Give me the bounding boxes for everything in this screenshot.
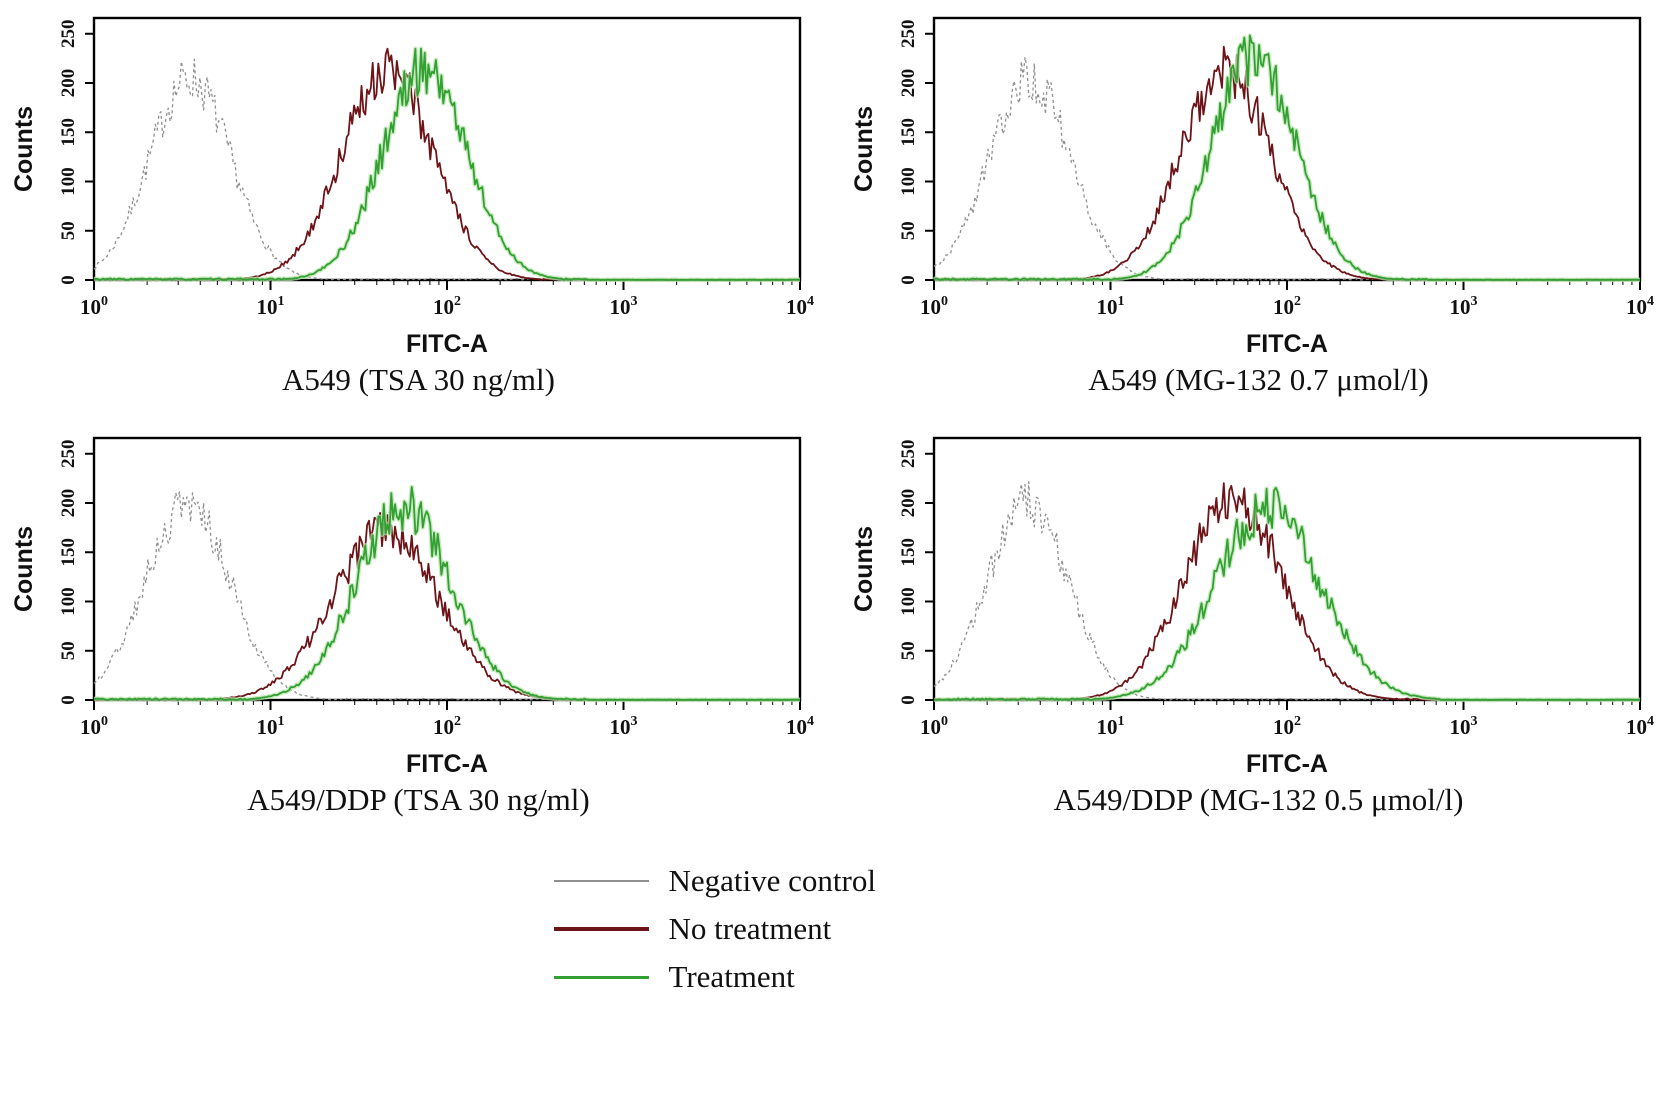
panel-title: A549/DDP (TSA 30 ng/ml)	[247, 782, 590, 817]
legend-line-negative-control	[553, 880, 649, 883]
y-axis-title: Counts	[14, 106, 38, 192]
y-axis-tick-label: 200	[57, 489, 78, 518]
histogram-plot: 100 101 102 103 104 0 50 100 150 200 250 Counts FITC…	[14, 16, 814, 358]
series-glow-2	[932, 33, 1640, 283]
histogram-a549-mg132: 100 101 102 103 104 0 50 100 150 200 250 Counts FITC…	[854, 4, 1664, 360]
x-axis-title: FITC-A	[1246, 330, 1328, 358]
panel-a549-tsa: 100 101 102 103 104 0 50 100 150 200 250 Counts FITC…	[14, 4, 824, 398]
y-axis-title: Counts	[854, 526, 878, 612]
panel-grid: 100 101 102 103 104 0 50 100 150 200 250 Counts FITC…	[0, 4, 1677, 818]
y-axis-tick-label: 250	[898, 440, 919, 469]
y-axis-tick-label: 100	[898, 587, 919, 616]
panel-a549ddp-mg132: 100 101 102 103 104 0 50 100 150 200 250 Counts FITC…	[854, 424, 1664, 818]
series-glow-2	[93, 484, 800, 703]
y-axis-tick-label: 150	[58, 118, 79, 147]
series-curve-treatment	[93, 47, 800, 281]
legend-item-negative-control: Negative control	[553, 863, 1014, 898]
x-axis-tick-label: 103	[609, 714, 637, 739]
x-axis-tick-label: 102	[1273, 294, 1301, 319]
y-axis-tick-label: 200	[898, 69, 919, 98]
series-curve-treatment	[933, 486, 1640, 701]
series-curve-negative-control	[93, 58, 800, 281]
histogram-plot: 100 101 102 103 104 0 50 100 150 200 250 Counts FITC…	[14, 436, 814, 778]
legend-label: Negative control	[668, 863, 876, 898]
plot-frame	[92, 16, 801, 282]
series-curve-no-treatment	[93, 512, 800, 701]
x-axis-tick-label: 101	[1096, 714, 1124, 739]
legend: Negative control No treatment Treatment	[553, 863, 1014, 995]
panel-a549ddp-tsa: 100 101 102 103 104 0 50 100 150 200 250 Counts FITC…	[14, 424, 824, 818]
histogram-a549ddp-tsa: 100 101 102 103 104 0 50 100 150 200 250 Counts FITC…	[14, 424, 824, 780]
series-curve-treatment	[932, 34, 1640, 281]
histogram-plot: 100 101 102 103 104 0 50 100 150 200 250 Counts FITC…	[854, 436, 1654, 778]
x-axis-tick-label: 100	[80, 714, 108, 739]
y-axis-tick-label: 0	[898, 275, 919, 285]
y-axis-tick-label: 50	[898, 641, 919, 660]
panel-a549-mg132: 100 101 102 103 104 0 50 100 150 200 250 Counts FITC…	[854, 4, 1664, 398]
x-axis-title: FITC-A	[1246, 750, 1328, 778]
x-axis-title: FITC-A	[406, 330, 488, 358]
x-axis-tick-label: 104	[786, 294, 814, 319]
plot-frame	[932, 16, 1641, 282]
panel-title: A549 (MG-132 0.7 μmol/l)	[1088, 362, 1429, 397]
legend-line-no-treatment	[553, 927, 649, 932]
x-axis-tick-label: 101	[1096, 294, 1124, 319]
y-axis-tick-label: 250	[898, 20, 919, 49]
plot-frame	[932, 436, 1641, 702]
y-axis-title: Counts	[854, 106, 878, 192]
y-axis-tick-label: 150	[898, 118, 919, 147]
y-axis-tick-label: 0	[58, 275, 79, 285]
legend-item-no-treatment: No treatment	[553, 911, 1014, 947]
x-axis-tick-label: 104	[1626, 714, 1654, 739]
x-axis-tick-label: 102	[433, 714, 461, 739]
y-axis-tick-label: 50	[898, 221, 919, 240]
histogram-a549ddp-mg132: 100 101 102 103 104 0 50 100 150 200 250 Counts FITC…	[854, 424, 1664, 780]
x-axis-tick-label: 104	[786, 714, 814, 739]
histogram-plot: 100 101 102 103 104 0 50 100 150 200 250 Counts FITC…	[854, 16, 1654, 358]
y-axis-title: Counts	[14, 526, 38, 612]
panel-title: A549/DDP (MG-132 0.5 μmol/l)	[1053, 782, 1464, 817]
series-curve-no-treatment	[933, 45, 1640, 281]
series-curve-no-treatment	[93, 47, 800, 281]
x-axis-tick-label: 101	[256, 294, 284, 319]
x-axis-tick-label: 102	[1273, 714, 1301, 739]
series-curve-negative-control	[93, 490, 800, 701]
x-axis-tick-label: 100	[920, 714, 948, 739]
x-axis-tick-label: 100	[920, 294, 948, 319]
y-axis-tick-label: 200	[57, 69, 78, 98]
x-axis-tick-label: 102	[433, 294, 461, 319]
legend-label: No treatment	[668, 911, 832, 947]
y-axis-tick-label: 250	[58, 20, 79, 49]
y-axis-tick-label: 100	[58, 167, 79, 196]
y-axis-tick-label: 0	[898, 695, 919, 705]
x-axis-tick-label: 104	[1626, 294, 1654, 319]
x-axis-tick-label: 103	[609, 294, 637, 319]
x-axis-tick-label: 100	[80, 294, 108, 319]
y-axis-tick-label: 100	[898, 167, 919, 196]
x-axis-tick-label: 103	[1449, 294, 1477, 319]
y-axis-tick-label: 150	[898, 538, 919, 567]
series-glow-2	[93, 46, 800, 283]
panel-title: A549 (TSA 30 ng/ml)	[282, 362, 555, 397]
series-curve-treatment	[93, 486, 800, 701]
legend-label: Treatment	[668, 959, 795, 995]
flow-cytometry-figure: 100 101 102 103 104 0 50 100 150 200 250 Counts FITC…	[0, 4, 1677, 995]
y-axis-tick-label: 0	[58, 695, 79, 705]
legend-item-treatment: Treatment	[553, 959, 1014, 995]
y-axis-tick-label: 200	[898, 489, 919, 518]
x-axis-tick-label: 103	[1449, 714, 1477, 739]
y-axis-tick-label: 50	[58, 221, 79, 240]
x-axis-title: FITC-A	[406, 750, 488, 778]
y-axis-tick-label: 100	[58, 587, 79, 616]
x-axis-tick-label: 101	[256, 714, 284, 739]
series-curve-negative-control	[933, 56, 1640, 281]
y-axis-tick-label: 50	[58, 641, 79, 660]
y-axis-tick-label: 150	[58, 538, 79, 567]
legend-line-treatment	[553, 975, 649, 979]
y-axis-tick-label: 250	[58, 440, 79, 469]
histogram-a549-tsa: 100 101 102 103 104 0 50 100 150 200 250 Counts FITC…	[14, 4, 824, 360]
